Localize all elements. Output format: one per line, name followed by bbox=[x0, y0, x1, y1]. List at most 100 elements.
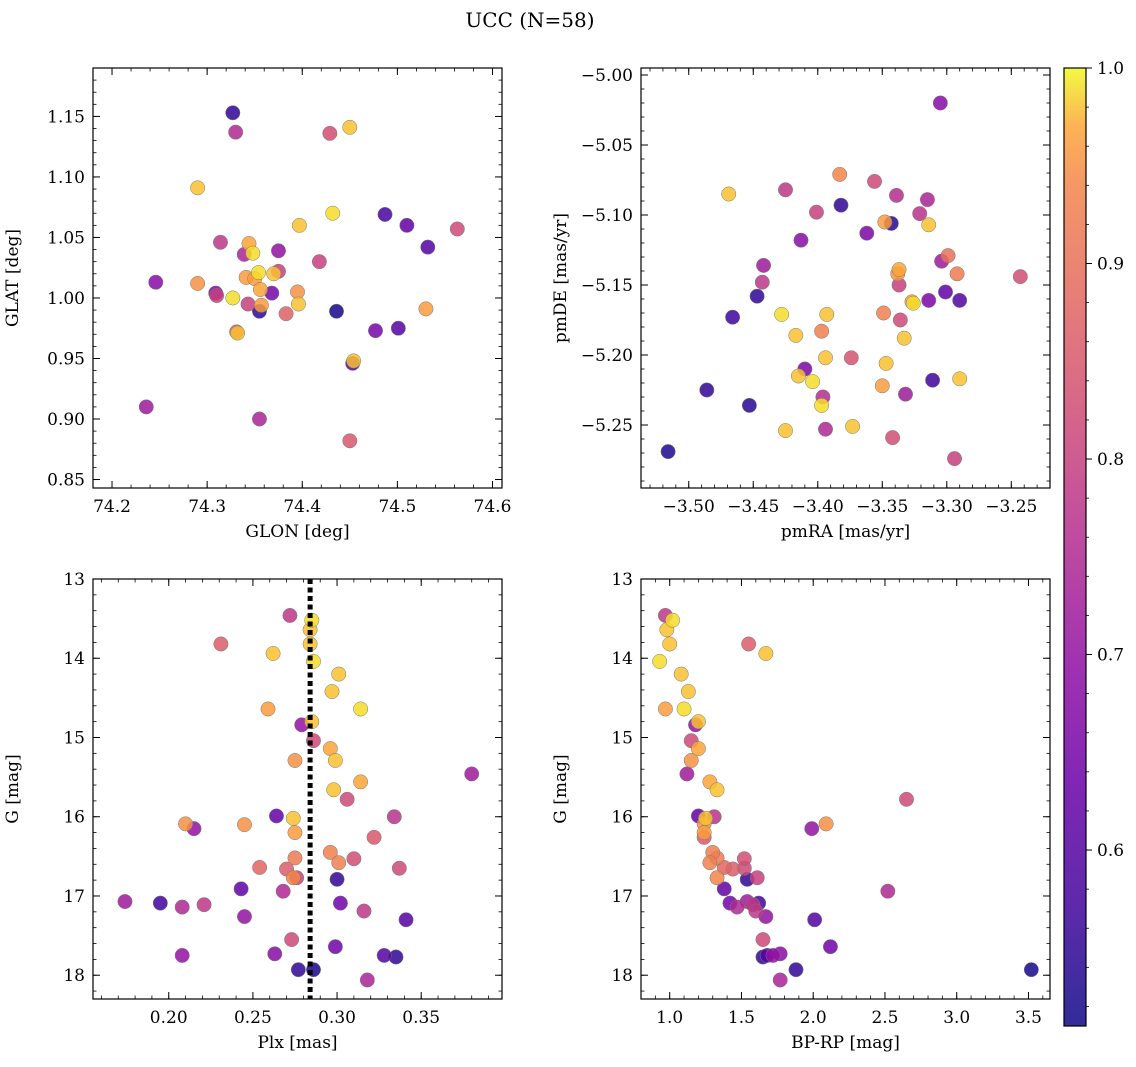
data-point bbox=[228, 124, 244, 140]
panels: 74.2 74.3 74.4 74.5 74.6 0.85 0.90 0.95 1.00 1.05… bbox=[3, 66, 1051, 1053]
x-axis-label: BP-RP [mag] bbox=[791, 1033, 900, 1053]
data-point bbox=[822, 939, 838, 955]
data-point bbox=[449, 221, 465, 237]
data-point bbox=[332, 895, 348, 911]
data-point bbox=[353, 774, 369, 790]
data-point bbox=[833, 197, 849, 213]
colorbar-tick-label: 0.8 bbox=[1097, 450, 1124, 470]
data-point bbox=[716, 881, 732, 897]
data-point bbox=[699, 382, 715, 398]
data-point bbox=[819, 306, 835, 322]
y-tick-label: 15 bbox=[611, 728, 633, 748]
y-tick-label: 0.90 bbox=[47, 410, 85, 430]
data-point bbox=[905, 295, 921, 311]
data-point bbox=[225, 290, 241, 306]
data-point bbox=[282, 608, 298, 623]
axes-frame bbox=[640, 67, 1051, 489]
data-point bbox=[311, 254, 327, 270]
x-tick-label: 74.2 bbox=[93, 497, 131, 517]
data-point bbox=[252, 860, 268, 875]
data-point bbox=[947, 451, 962, 467]
data-point bbox=[790, 368, 806, 384]
y-tick-label: −5.15 bbox=[581, 276, 633, 296]
data-point bbox=[725, 309, 741, 325]
x-tick-label: 74.4 bbox=[283, 497, 321, 517]
data-point bbox=[741, 397, 757, 413]
data-point bbox=[271, 243, 286, 259]
panel-bottom-left: 0.20 0.25 0.30 0.35 13 14 15 16 17 18 Plx [mas] G [… bbox=[3, 570, 503, 1053]
data-point bbox=[331, 666, 347, 682]
panel-top-left: 74.2 74.3 74.4 74.5 74.6 0.85 0.90 0.95 1.00 1.05… bbox=[3, 67, 511, 542]
y-tick-label: 15 bbox=[63, 728, 85, 748]
axes-frame bbox=[92, 578, 503, 1000]
y-tick-label: 0.85 bbox=[47, 471, 85, 491]
data-point bbox=[679, 766, 695, 782]
data-point bbox=[252, 411, 267, 427]
data-point bbox=[754, 274, 770, 290]
data-point bbox=[269, 808, 284, 824]
data-point bbox=[749, 870, 765, 886]
data-point bbox=[721, 186, 737, 202]
data-point bbox=[331, 855, 347, 871]
data-point bbox=[788, 962, 804, 978]
data-point bbox=[874, 378, 890, 394]
data-point bbox=[329, 303, 344, 319]
y-tick-label: −5.10 bbox=[581, 206, 633, 226]
data-point bbox=[690, 741, 706, 757]
colorbar-tick-label: 0.6 bbox=[1097, 841, 1124, 861]
data-point bbox=[867, 173, 882, 189]
data-point bbox=[233, 881, 249, 897]
y-axis-label: G [mag] bbox=[551, 754, 571, 823]
y-tick-label: −5.25 bbox=[581, 416, 633, 436]
y-tick-label: 16 bbox=[611, 808, 633, 828]
panel-bottom-right: 1.0 1.5 2.0 2.5 3.0 3.5 13 14 15 16 17 18 BP-RP [mag… bbox=[551, 570, 1051, 1053]
data-point bbox=[324, 684, 340, 699]
y-tick-label: −5.05 bbox=[581, 136, 633, 156]
x-tick-label: 0.35 bbox=[402, 1008, 440, 1028]
x-tick-label: 1.5 bbox=[728, 1008, 755, 1028]
data-point bbox=[245, 245, 261, 261]
data-point bbox=[353, 701, 369, 717]
data-point bbox=[1012, 269, 1028, 285]
data-point bbox=[709, 782, 725, 798]
y-tick-label: 13 bbox=[63, 570, 85, 590]
data-point bbox=[322, 844, 338, 860]
colorbar-gradient bbox=[1064, 68, 1086, 1026]
data-point bbox=[339, 791, 355, 807]
data-point bbox=[876, 305, 892, 321]
figure-title: UCC (N=58) bbox=[465, 8, 594, 32]
data-point bbox=[265, 646, 281, 661]
data-point bbox=[251, 265, 266, 281]
data-point bbox=[696, 825, 712, 841]
x-tick-label: −3.45 bbox=[727, 497, 779, 517]
x-tick-label: −3.50 bbox=[663, 497, 715, 517]
data-point bbox=[148, 274, 164, 290]
data-point bbox=[390, 320, 406, 336]
axes-frame bbox=[640, 578, 1051, 1000]
y-axis-label: GLAT [deg] bbox=[3, 229, 23, 327]
data-point bbox=[676, 701, 692, 717]
data-point bbox=[880, 883, 896, 899]
data-point bbox=[327, 939, 343, 955]
y-tick-label: 18 bbox=[63, 966, 85, 986]
data-point bbox=[818, 816, 834, 832]
x-tick-label: −3.40 bbox=[792, 497, 844, 517]
data-point bbox=[859, 225, 875, 241]
data-point bbox=[912, 206, 928, 222]
data-point bbox=[377, 207, 393, 222]
data-point bbox=[291, 217, 307, 233]
y-tick-label: 16 bbox=[63, 808, 85, 828]
x-axis-label: pmRA [mas/yr] bbox=[781, 522, 910, 542]
data-point bbox=[138, 399, 154, 415]
data-point bbox=[778, 423, 793, 439]
data-point bbox=[326, 782, 342, 798]
data-point bbox=[399, 217, 415, 233]
data-point bbox=[327, 753, 343, 768]
data-point bbox=[889, 187, 904, 203]
colorbar-ticks: 0.6 0.7 0.8 0.9 1.0 bbox=[1086, 59, 1124, 1007]
data-point bbox=[290, 962, 306, 978]
data-point bbox=[698, 810, 714, 826]
data-point bbox=[376, 947, 392, 963]
x-tick-label: 1.0 bbox=[656, 1008, 683, 1028]
data-point bbox=[804, 821, 820, 837]
